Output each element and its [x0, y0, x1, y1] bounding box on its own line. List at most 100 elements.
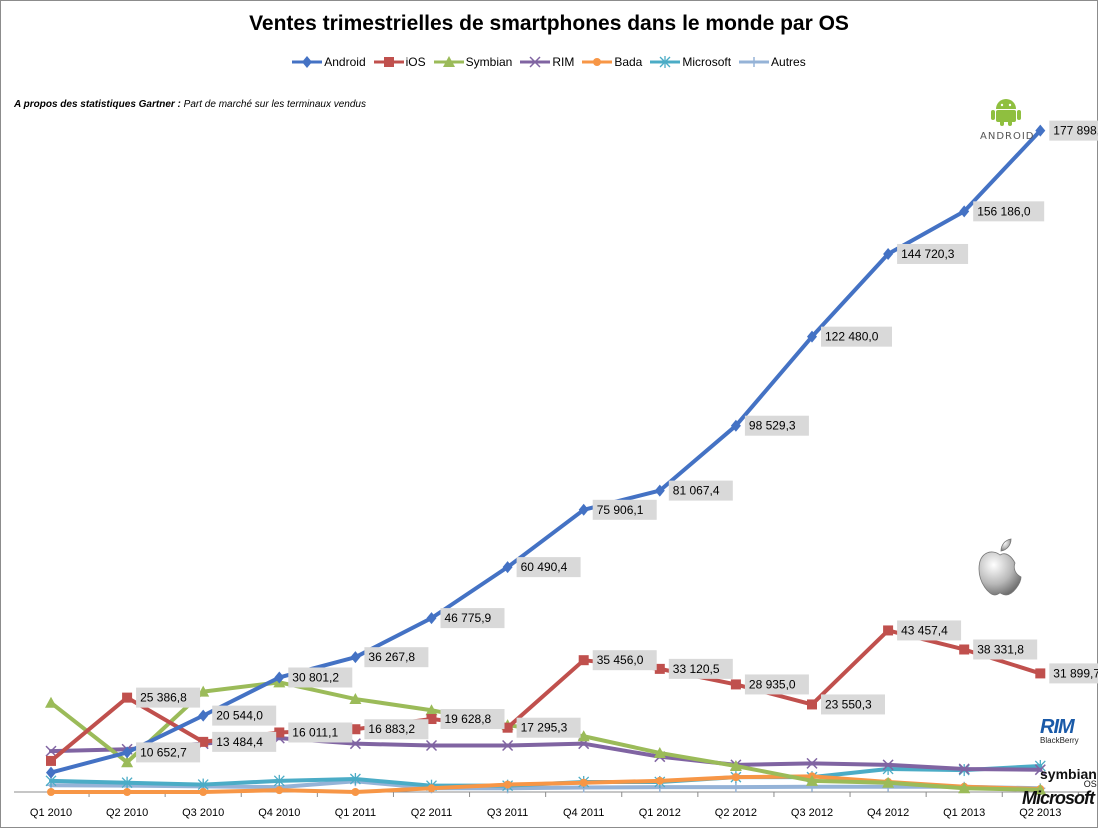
- marker-bada: [579, 778, 588, 787]
- legend-swatch-android: [292, 56, 323, 68]
- legend-label: Bada: [614, 55, 643, 69]
- data-label-ios: 23 550,3: [821, 694, 885, 715]
- data-label-android: 177 898,2: [1049, 120, 1098, 141]
- svg-text:156 186,0: 156 186,0: [977, 204, 1031, 218]
- marker-ios: [730, 679, 741, 690]
- svg-text:13 484,4: 13 484,4: [216, 735, 263, 749]
- x-tick-label: Q2 2011: [411, 807, 452, 819]
- legend-item-ios: iOS: [373, 55, 426, 69]
- x-tick-label: Q1 2012: [639, 807, 681, 819]
- marker-android: [502, 561, 513, 574]
- marker-rim: [958, 763, 970, 775]
- marker-android: [883, 247, 894, 260]
- legend-label: Microsoft: [682, 55, 732, 69]
- svg-text:17 295,3: 17 295,3: [521, 721, 568, 735]
- marker-ios: [502, 722, 513, 733]
- legend-item-bada: Bada: [582, 55, 642, 69]
- chart-subtitle: A propos des statistiques Gartner : Part…: [14, 99, 366, 110]
- svg-text:36 267,8: 36 267,8: [368, 650, 415, 664]
- x-tick-label: Q3 2012: [791, 807, 833, 819]
- svg-text:177 898,2: 177 898,2: [1053, 124, 1098, 138]
- marker-bada: [427, 784, 436, 793]
- marker-rim: [882, 759, 894, 771]
- legend-swatch-bada: [582, 58, 613, 66]
- svg-text:38 331,8: 38 331,8: [977, 642, 1024, 656]
- marker-symbian: [45, 696, 57, 708]
- legend-label: RIM: [552, 55, 575, 69]
- marker-legend: [593, 58, 602, 66]
- marker-bada: [199, 788, 208, 796]
- svg-text:16 011,1: 16 011,1: [292, 725, 338, 739]
- marker-symbian: [425, 704, 438, 716]
- marker-symbian: [729, 759, 742, 771]
- data-label-android: 46 775,9: [440, 608, 505, 629]
- data-label-ios: 16 011,1: [288, 722, 353, 743]
- marker-android: [959, 205, 970, 218]
- legend-swatch-rim: [520, 56, 551, 68]
- marker-microsoft: [349, 772, 361, 785]
- marker-android: [807, 330, 817, 343]
- marker-android: [122, 746, 133, 759]
- data-label-ios: 33 120,5: [668, 658, 733, 679]
- marker-symbian: [653, 746, 666, 758]
- subtitle-bold: A propos des statistiques Gartner :: [14, 99, 181, 110]
- marker-symbian: [806, 774, 818, 786]
- marker-legend: [302, 56, 313, 68]
- data-label-android: 20 544,0: [212, 705, 277, 726]
- x-tick-label: Q3 2010: [182, 807, 224, 819]
- marker-legend: [749, 57, 760, 67]
- marker-android: [426, 612, 437, 625]
- marker-symbian: [349, 693, 362, 705]
- marker-android: [198, 709, 209, 722]
- data-label-ios: 19 628,8: [440, 709, 505, 730]
- series-line-autres: [49, 779, 1043, 791]
- chart-legend: Android iOS Symbian RIM Bada Microsoft Autres: [0, 55, 1098, 69]
- marker-ios: [122, 692, 133, 703]
- x-tick-label: Q4 2010: [258, 807, 300, 819]
- marker-bada: [351, 788, 360, 796]
- data-label-android: 60 490,4: [516, 557, 581, 578]
- svg-text:98 529,3: 98 529,3: [749, 419, 796, 433]
- marker-rim: [1034, 764, 1046, 776]
- marker-bada: [731, 773, 740, 782]
- marker-symbian: [121, 756, 134, 768]
- data-label-android: 75 906,1: [592, 499, 657, 520]
- symbian-logo: symbian OS: [1040, 766, 1097, 789]
- legend-swatch-microsoft: [650, 56, 681, 68]
- marker-legend: [659, 56, 671, 68]
- svg-text:31 899,7: 31 899,7: [1053, 666, 1098, 680]
- marker-ios: [959, 644, 970, 655]
- marker-bada: [123, 788, 132, 796]
- data-label-android: 122 480,0: [821, 326, 892, 347]
- apple-logo: [975, 537, 1025, 602]
- legend-item-rim: RIM: [520, 55, 574, 69]
- series-line-android: [49, 128, 1043, 775]
- data-label-android: 156 186,0: [973, 201, 1045, 222]
- x-tick-label: Q2 2012: [715, 807, 757, 819]
- marker-rim: [425, 739, 438, 752]
- x-tick-label: Q2 2013: [1019, 807, 1061, 819]
- svg-text:20 544,0: 20 544,0: [216, 709, 263, 723]
- x-tick-label: Q1 2010: [30, 807, 72, 819]
- microsoft-logo: Microsoft: [1022, 788, 1095, 808]
- android-robot-icon: [991, 99, 1021, 126]
- data-label-ios: 17 295,3: [516, 717, 581, 738]
- marker-bada: [503, 780, 512, 789]
- marker-legend: [529, 56, 541, 68]
- marker-ios: [1035, 668, 1046, 679]
- marker-symbian: [577, 730, 590, 742]
- data-label-ios: 28 935,0: [744, 674, 809, 695]
- legend-swatch-ios: [373, 57, 404, 67]
- x-tick-label: Q2 2010: [106, 807, 148, 819]
- marker-android: [350, 651, 361, 664]
- marker-symbian: [197, 685, 210, 697]
- data-label-android: 36 267,8: [364, 647, 429, 668]
- apple-icon: [978, 538, 1022, 596]
- svg-text:30 801,2: 30 801,2: [292, 670, 339, 684]
- data-label-android: 144 720,3: [897, 243, 969, 264]
- legend-swatch-autres: [739, 57, 770, 67]
- marker-microsoft: [121, 776, 133, 789]
- marker-ios: [350, 724, 361, 735]
- marker-rim: [45, 745, 57, 757]
